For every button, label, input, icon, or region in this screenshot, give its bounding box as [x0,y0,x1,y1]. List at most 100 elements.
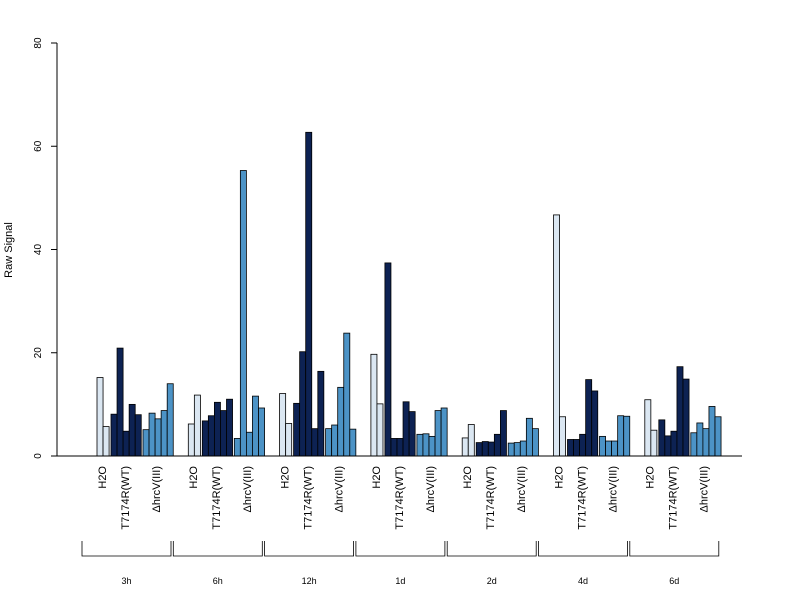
bar [187,423,195,457]
bar [252,395,259,457]
bar [525,417,533,457]
treatment-label: H2O [280,466,292,489]
timepoint-label: 4d [578,576,588,586]
treatment-label: ΔhrcV(III) [516,466,528,512]
bar [279,393,287,457]
bar [682,378,690,457]
bar [317,370,325,457]
bar [416,433,424,457]
bar [708,406,716,457]
bar [160,410,168,457]
timepoint-label: 6h [213,576,223,586]
bar [658,419,666,457]
bar [532,428,539,457]
bar [390,438,398,457]
treatment-label: T7174R(WT) [120,466,132,530]
treatment-label: ΔhrcV(III) [151,466,163,512]
bar [493,433,501,457]
bar [293,402,301,457]
bar [481,441,489,457]
bar [128,403,136,457]
bar [154,418,162,457]
timepoint-label: 12h [302,576,317,586]
bar-group-6h [187,170,265,457]
bar [670,430,678,457]
bar [142,429,150,457]
treatment-label: H2O [188,466,200,489]
bar-group-1d [370,262,448,457]
bar [343,332,351,457]
bar [148,412,156,457]
bar [110,413,118,457]
bar-group-4d [553,214,631,457]
bar [487,441,495,457]
bar [559,416,566,457]
treatment-label: ΔhrcV(III) [425,466,437,512]
bar [591,390,599,457]
treatment-label: H2O [371,466,383,489]
timepoint-label: 6d [669,576,679,586]
bar-group-2d [461,410,539,457]
bar [623,415,631,457]
bar [617,415,625,457]
bar [396,438,404,457]
timepoint-label: 2d [487,576,497,586]
bar [245,431,253,457]
bar [207,415,215,457]
treatment-label: H2O [97,466,109,489]
y-axis-title: Raw Signal [3,222,15,278]
bar [408,411,416,457]
bar [134,414,142,457]
timepoint-brackets: 3h 6h 12h 1d 2d 4d 6d [81,541,720,586]
y-tick-label: 40 [33,244,44,256]
bar [567,439,574,457]
bar [599,435,606,457]
timepoint-bracket [264,541,354,557]
bar [331,424,339,457]
timepoint-bracket [172,541,263,557]
bar [553,214,560,457]
bar [605,440,612,457]
bar [434,410,442,457]
bar [384,262,392,457]
bar [507,442,515,457]
treatment-label: T7174R(WT) [211,466,223,530]
bar [116,347,124,457]
bar [579,433,587,457]
timepoint-bracket [446,541,537,557]
timepoint-bracket [81,541,172,557]
bar [299,351,307,457]
bar-group-12h [279,131,357,457]
bar [664,435,672,457]
y-tick-label: 80 [33,37,44,49]
treatment-label: H2O [462,466,474,489]
treatment-label: ΔhrcV(III) [334,466,346,512]
treatment-label: T7174R(WT) [485,466,497,530]
bar [337,386,345,457]
bar-series [96,131,722,457]
y-tick-label: 20 [33,347,44,359]
y-tick-label: 0 [33,453,44,459]
y-tick-label: 60 [33,140,44,152]
bar [122,430,130,457]
bar [513,442,521,457]
bar [213,401,221,457]
bar [702,428,710,457]
timepoint-label: 1d [395,576,405,586]
timepoint-bracket [538,541,628,557]
bar [461,437,469,457]
bar [573,439,580,457]
bar [422,433,430,457]
bar [220,410,227,457]
bar [349,428,357,457]
treatment-label: ΔhrcV(III) [242,466,254,512]
bar [714,416,722,457]
bar [644,399,652,457]
bar [499,410,507,457]
bar [258,407,265,457]
bar [239,170,247,457]
bar [376,403,384,457]
bar [467,424,475,457]
bar [201,420,209,457]
